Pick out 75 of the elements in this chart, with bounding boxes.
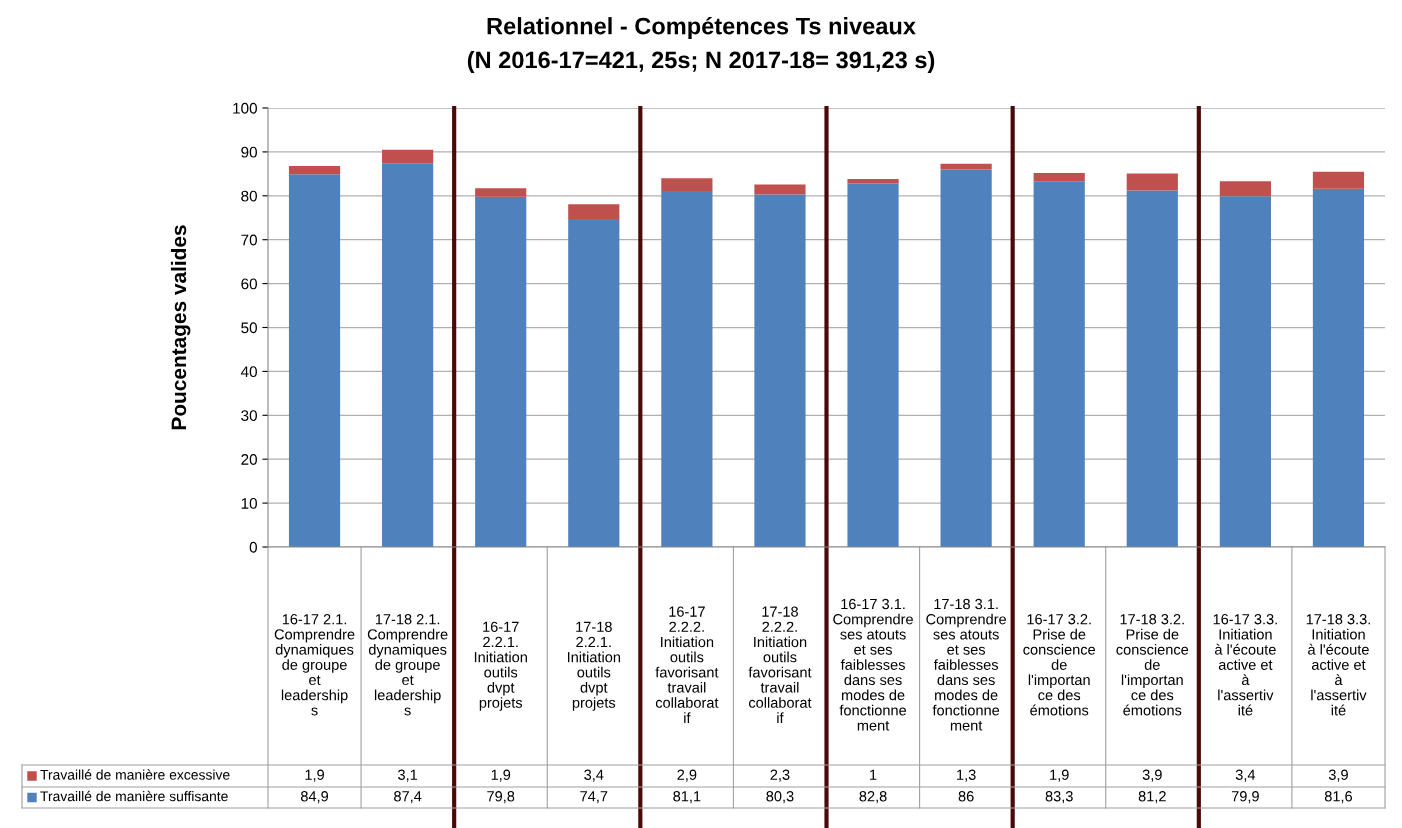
y-tick-label: 30 <box>241 410 257 421</box>
data-label: 2,9 <box>677 769 697 782</box>
data-label: 81,2 <box>1138 791 1166 804</box>
bar <box>661 178 713 191</box>
data-label: 81,6 <box>1324 791 1353 804</box>
bar <box>382 149 434 164</box>
y-tick-label: 40 <box>240 366 257 378</box>
x-tick-label: 17-18 2.2.2. Initiation outils favorisant travail collaboratif <box>748 606 812 723</box>
bar <box>1126 190 1178 547</box>
bar <box>661 190 713 547</box>
bar <box>847 183 899 547</box>
chart-subtitle: (N 2016-17=421, 25s; N 2017-18= 391,23 s) <box>467 51 935 74</box>
y-tick-label: 90 <box>241 146 257 158</box>
bar <box>1126 173 1178 191</box>
category-label: 16-17 3.1. Comprendre ses atouts et ses faiblesses dans ses modes de fonctionnement <box>833 598 913 731</box>
bar <box>847 179 899 184</box>
bar <box>1219 181 1271 197</box>
bar <box>1219 196 1271 547</box>
data-label: 1,9 <box>305 769 324 782</box>
data-label: 2,3 <box>770 769 790 782</box>
data-label: 1,9 <box>1050 769 1069 782</box>
data-label: 3,9 <box>1142 769 1162 782</box>
bar <box>1312 171 1365 189</box>
y-tick-label: 100 <box>233 102 257 114</box>
x-tick-label: 16-17 2.2.2. Initiation outils favorisant travail collaboratif <box>655 606 719 723</box>
y-tick-label: 20 <box>241 454 257 465</box>
bar <box>1312 188 1365 547</box>
bar <box>288 165 341 175</box>
x-tick-label: 16-17 3.3. Initiation à l'écoute active et à l'assertivité <box>1213 614 1277 716</box>
bar <box>1033 172 1085 182</box>
data-label: 81,1 <box>673 791 701 804</box>
y-tick-label: 70 <box>241 234 257 246</box>
bar <box>475 196 527 547</box>
x-tick-label: 16-17 2.1. Comprendre dynamiques de groupe et leaderships <box>274 614 355 716</box>
data-label: 1,3 <box>957 769 976 782</box>
data-label: 74,7 <box>580 791 608 804</box>
data-label: 3,1 <box>398 769 418 782</box>
data-label: 1 <box>870 769 877 780</box>
data-label: 83,3 <box>1045 791 1073 804</box>
category-label: 17-18 3.1. Comprendre ses atouts et ses faiblesses dans ses modes de fonctionnement <box>926 598 1007 731</box>
data-label: 80,3 <box>766 791 794 804</box>
data-label: 3,4 <box>584 769 604 782</box>
data-label: 79,8 <box>487 791 515 804</box>
x-tick-label: 16-17 2.2.1. Initiation outils dvpt projets <box>474 621 527 711</box>
x-tick-label: 17-18 3.3. Initiation à l'écoute active et à l'assertivité <box>1306 614 1370 716</box>
bar <box>568 219 620 547</box>
data-label: 79,9 <box>1231 791 1259 804</box>
bar <box>754 194 806 547</box>
data-label: 86 <box>958 791 974 802</box>
x-tick-label: 17-18 2.1. Comprendre dynamiques de groupe et leaderships <box>367 614 448 716</box>
x-tick-label: 17-18 2.2.1. Initiation outils dvpt projets <box>567 621 621 711</box>
x-tick-label: 16-17 3.2. Prise de conscience de l'importance des émotions <box>1023 614 1096 716</box>
legend-label: Travaillé de manière excessive <box>40 769 230 780</box>
x-tick-label: 17-18 3.2. Prise de conscience de l'importance des émotions <box>1116 614 1189 716</box>
chart-title: Relationnel - Compétences Ts niveaux <box>487 16 916 40</box>
bar <box>382 163 434 547</box>
y-tick-label: 50 <box>241 322 257 334</box>
legend-label: Travaillé de manière suffisante <box>40 790 228 802</box>
bar <box>754 184 806 195</box>
bar <box>475 188 527 197</box>
data-label: 3,4 <box>1235 769 1256 782</box>
data-label: 3,9 <box>1328 769 1348 782</box>
data-label: 82,8 <box>859 791 887 804</box>
y-tick-label: 80 <box>241 190 257 202</box>
data-label: 84,9 <box>300 791 329 804</box>
bar <box>940 169 992 547</box>
y-tick-label: 60 <box>241 278 257 290</box>
data-label: 1,9 <box>491 769 511 782</box>
y-tick-label: 10 <box>241 497 257 509</box>
y-axis-title: Poucentages valides <box>170 225 191 430</box>
data-label: 87,4 <box>394 791 422 804</box>
bar <box>568 204 620 220</box>
y-tick-label: 0 <box>249 541 257 553</box>
bar <box>288 174 341 547</box>
bar <box>1033 181 1085 547</box>
